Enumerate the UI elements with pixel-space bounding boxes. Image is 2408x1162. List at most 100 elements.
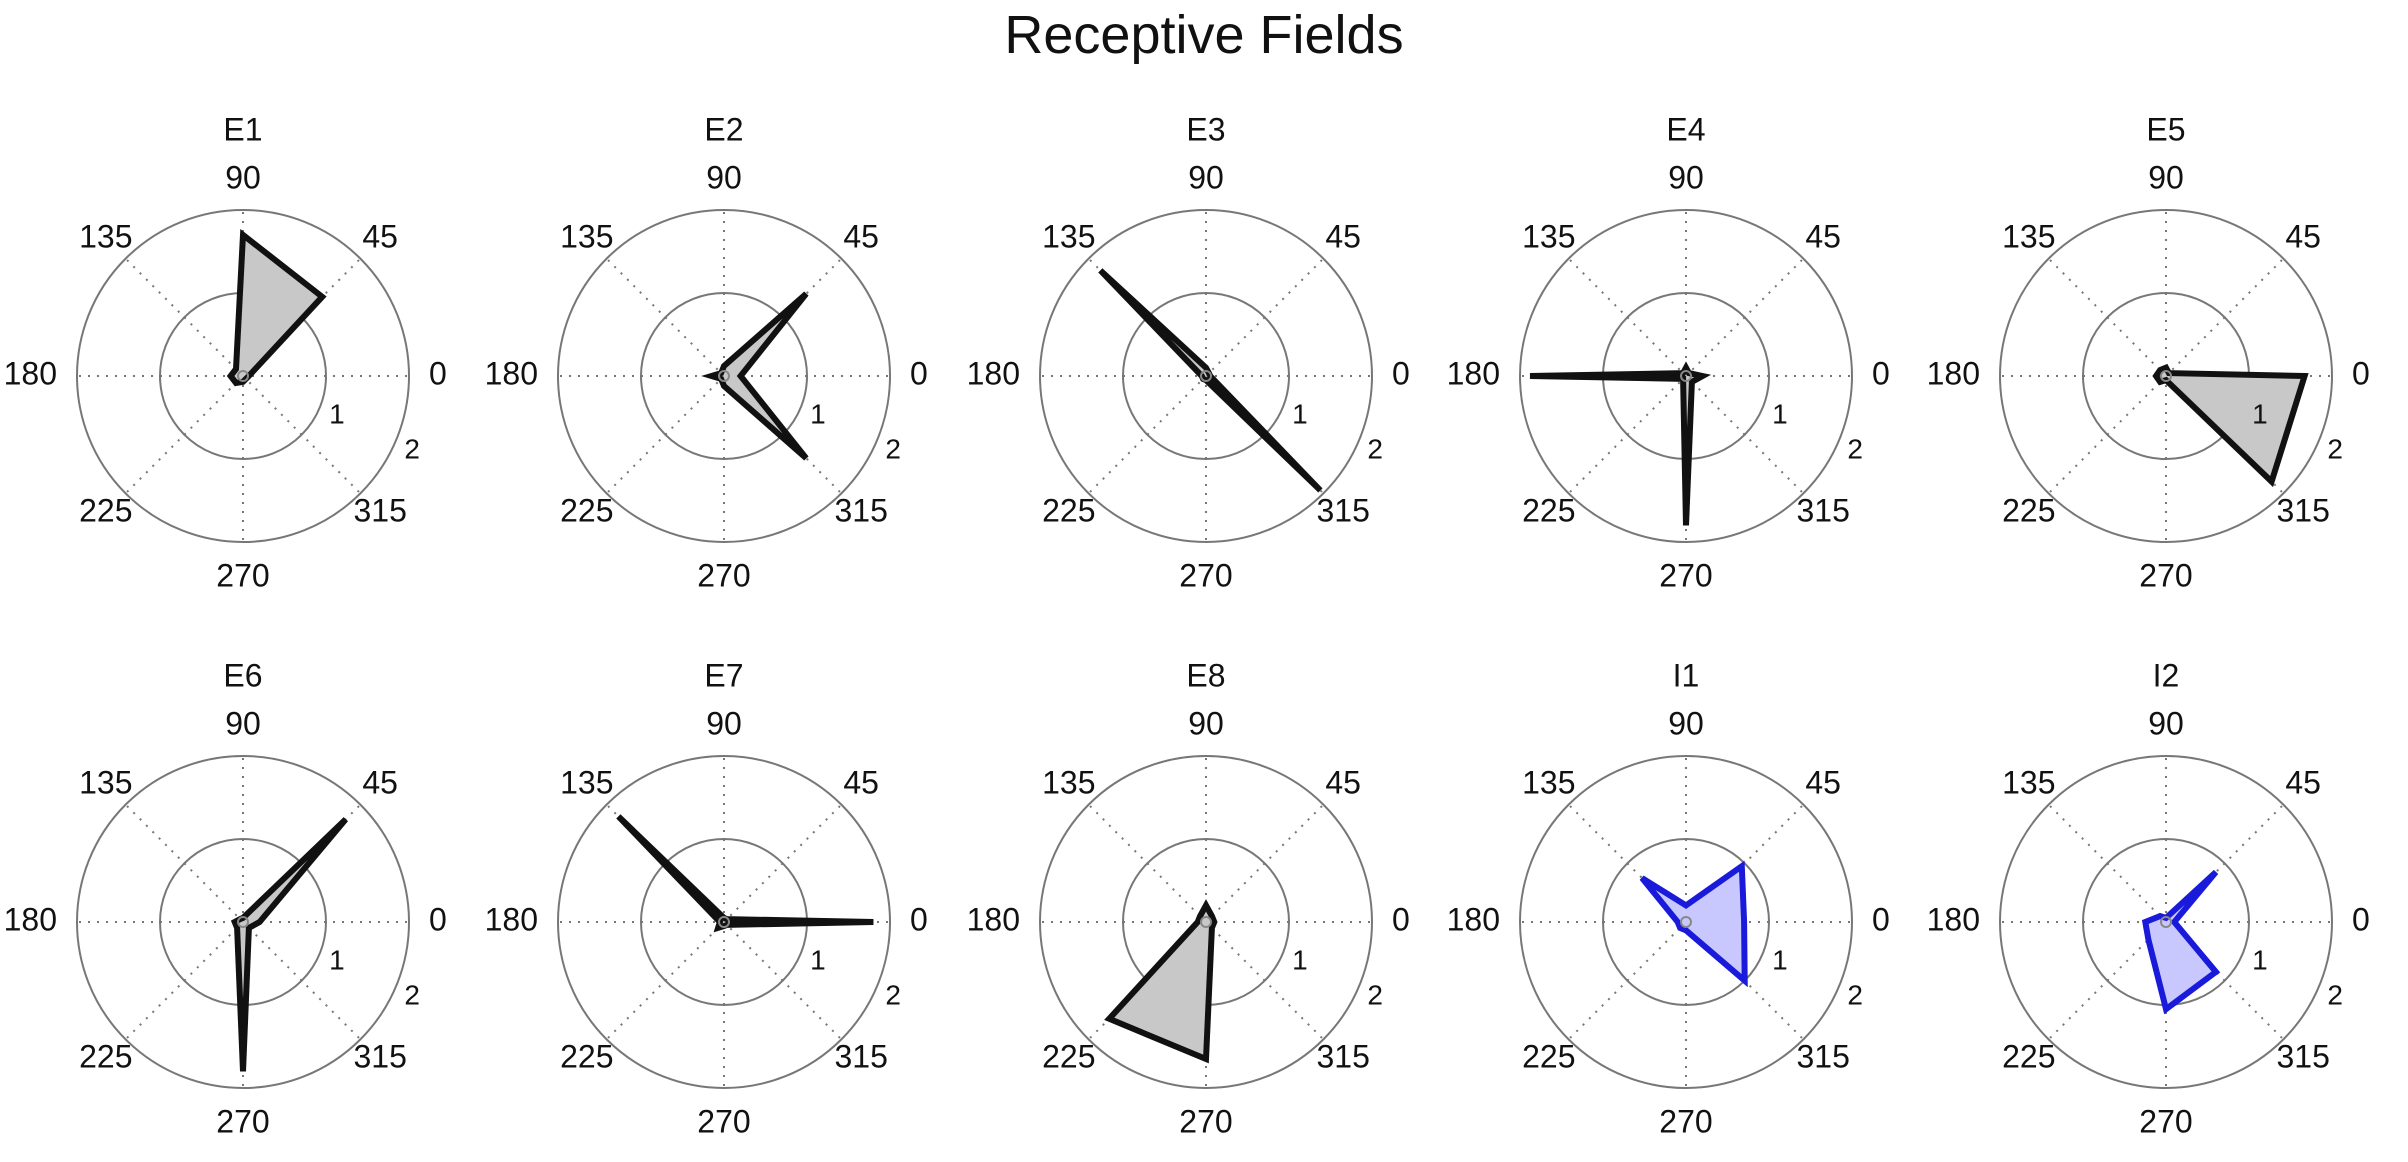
- ring-circle: [1602, 838, 1770, 1006]
- panel-title: E4: [1666, 111, 1705, 147]
- angle-tick-label: 45: [1805, 764, 1841, 800]
- angle-tick-label: 45: [362, 218, 398, 254]
- angle-tick-label: 180: [1447, 901, 1500, 937]
- angle-tick-label: 135: [79, 218, 132, 254]
- angle-tick-label: 0: [1392, 355, 1410, 391]
- panel-title: E8: [1186, 657, 1225, 693]
- ring-circle: [1999, 755, 2333, 1089]
- origin-marker: [718, 370, 730, 382]
- spoke-line: [1205, 921, 1325, 1041]
- ring-circle: [640, 292, 808, 460]
- angle-tick-label: 315: [2276, 493, 2329, 529]
- angle-tick-label: 45: [1325, 764, 1361, 800]
- spoke-line: [1567, 921, 1687, 1041]
- angle-tick-label: 0: [910, 901, 928, 937]
- ring-label: 1: [1772, 945, 1788, 976]
- origin-marker: [2160, 370, 2172, 382]
- spoke-line: [242, 921, 362, 1041]
- spoke-line: [1567, 375, 1687, 495]
- series-polygon-i1: [1639, 860, 1748, 988]
- angle-tick-label: 315: [353, 493, 406, 529]
- figure-title: Receptive Fields: [1004, 5, 1404, 65]
- spoke-line: [124, 257, 244, 377]
- spoke-line: [1087, 375, 1207, 495]
- polar-panel-e4: 0 45 90 135 180 225 270 315 1 2 E4: [1447, 111, 1890, 593]
- ring-label: 1: [329, 399, 345, 430]
- angle-tick-label: 270: [1179, 1103, 1232, 1139]
- polar-panel-e1: 0 45 90 135 180 225 270 315 1 2 E1: [4, 111, 447, 593]
- ring-circle: [1519, 209, 1853, 543]
- angle-tick-label: 180: [485, 901, 538, 937]
- panel-title: E5: [2146, 111, 2185, 147]
- angle-tick-label: 135: [1042, 218, 1095, 254]
- angle-tick-label: 225: [79, 493, 132, 529]
- angle-tick-label: 45: [843, 764, 879, 800]
- ring-label: 2: [2327, 980, 2343, 1011]
- ring-circle: [1999, 209, 2333, 543]
- angle-tick-label: 90: [2148, 159, 2184, 195]
- ring-label: 1: [810, 399, 826, 430]
- angle-tick-label: 180: [4, 901, 57, 937]
- spoke-line: [242, 375, 362, 495]
- angle-tick-label: 45: [362, 764, 398, 800]
- series-polygon-e1: [226, 228, 327, 387]
- angle-tick-label: 315: [1316, 1039, 1369, 1075]
- angle-tick-label: 45: [2285, 764, 2321, 800]
- angle-tick-label: 225: [560, 1039, 613, 1075]
- angle-tick-label: 0: [910, 355, 928, 391]
- spoke-line: [1205, 257, 1325, 377]
- angle-tick-label: 0: [2352, 355, 2370, 391]
- origin-marker: [1680, 916, 1692, 928]
- angle-tick-label: 225: [79, 1039, 132, 1075]
- ring-label: 2: [1847, 434, 1863, 465]
- angle-tick-label: 90: [706, 159, 742, 195]
- ring-label: 2: [404, 434, 420, 465]
- angle-tick-label: 270: [697, 557, 750, 593]
- panel-title: E1: [223, 111, 262, 147]
- angle-tick-label: 90: [1668, 159, 1704, 195]
- ring-label: 1: [1772, 399, 1788, 430]
- angle-tick-label: 315: [1796, 493, 1849, 529]
- angle-tick-label: 315: [834, 493, 887, 529]
- ring-circle: [1039, 755, 1373, 1089]
- angle-tick-label: 315: [1796, 1039, 1849, 1075]
- angle-tick-label: 270: [216, 1103, 269, 1139]
- ring-label: 1: [2252, 399, 2268, 430]
- angle-tick-label: 180: [4, 355, 57, 391]
- angle-tick-label: 225: [2002, 493, 2055, 529]
- angle-tick-label: 45: [1325, 218, 1361, 254]
- angle-tick-label: 225: [1042, 1039, 1095, 1075]
- angle-tick-label: 135: [2002, 764, 2055, 800]
- ring-label: 2: [2327, 434, 2343, 465]
- angle-tick-label: 0: [2352, 901, 2370, 937]
- ring-label: 2: [885, 980, 901, 1011]
- spoke-line: [1087, 803, 1207, 923]
- panel-title: I1: [1673, 657, 1700, 693]
- ring-circle: [1519, 755, 1853, 1089]
- angle-tick-label: 45: [1805, 218, 1841, 254]
- angle-tick-label: 270: [1659, 1103, 1712, 1139]
- angle-tick-label: 90: [2148, 705, 2184, 741]
- angle-tick-label: 0: [429, 901, 447, 937]
- angle-tick-label: 180: [485, 355, 538, 391]
- polar-panel-i2: 0 45 90 135 180 225 270 315 1 2 I2: [1927, 657, 2370, 1139]
- angle-tick-label: 180: [1927, 901, 1980, 937]
- angle-tick-label: 180: [967, 355, 1020, 391]
- panel-title: E2: [704, 111, 743, 147]
- ring-label: 1: [329, 945, 345, 976]
- angle-tick-label: 270: [216, 557, 269, 593]
- series-polygon-e3: [1098, 268, 1323, 493]
- spoke-line: [1685, 257, 1805, 377]
- ring-circle: [557, 209, 891, 543]
- ring-label: 2: [1367, 980, 1383, 1011]
- panel-title: E3: [1186, 111, 1225, 147]
- angle-tick-label: 0: [1872, 355, 1890, 391]
- angle-tick-label: 135: [560, 218, 613, 254]
- ring-circle: [76, 755, 410, 1089]
- polar-panel-e3: 0 45 90 135 180 225 270 315 1 2 E3: [967, 111, 1410, 593]
- ring-label: 2: [404, 980, 420, 1011]
- ring-label: 2: [1847, 980, 1863, 1011]
- angle-tick-label: 270: [697, 1103, 750, 1139]
